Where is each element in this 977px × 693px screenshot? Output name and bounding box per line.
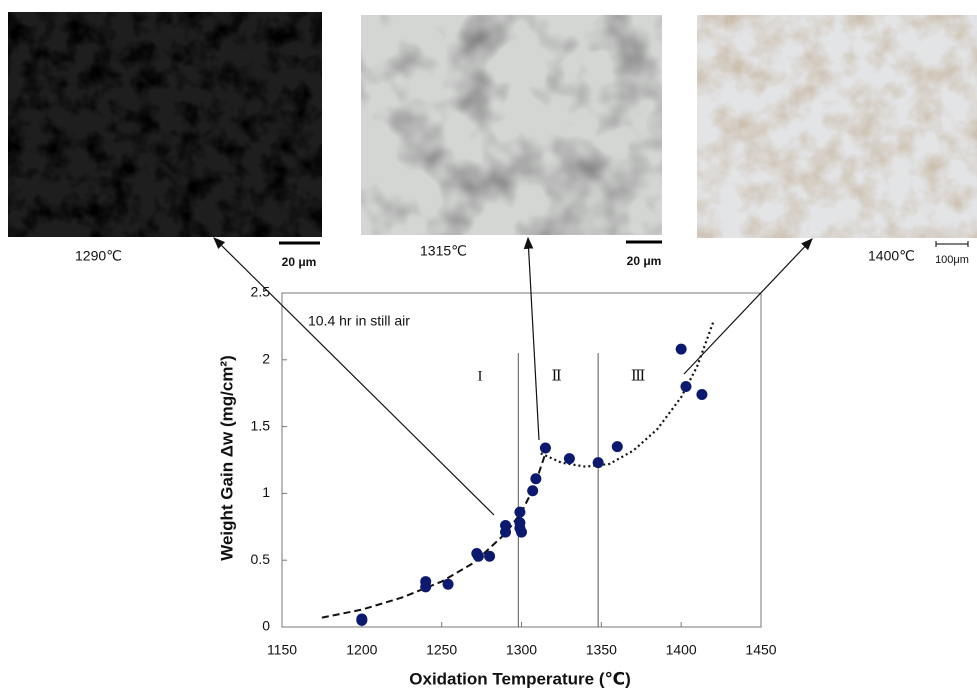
photo-caption: 1290℃: [75, 248, 122, 264]
data-point: [564, 453, 575, 464]
x-tick-label: 1300: [506, 642, 537, 658]
data-point: [676, 344, 687, 355]
region-label: Ⅱ: [552, 369, 562, 385]
y-tick-label: 0: [262, 618, 270, 634]
data-point: [696, 389, 707, 400]
scale-label: 20 μm: [282, 255, 317, 269]
data-point: [612, 441, 623, 452]
x-tick-label: 1200: [346, 642, 377, 658]
x-tick-label: 1450: [745, 642, 776, 658]
scale-label: 20 μm: [627, 254, 662, 268]
data-point: [420, 581, 431, 592]
y-tick-label: 1: [262, 484, 270, 500]
arrow: [528, 238, 539, 440]
y-tick-label: 0.5: [251, 551, 271, 567]
y-axis-title: Weight Gain Δw (mg/cm²): [217, 355, 236, 561]
photo-3: [697, 15, 977, 238]
data-point: [473, 551, 484, 562]
plot-frame: [282, 293, 761, 627]
y-tick-label: 2: [262, 351, 270, 367]
arrow: [684, 239, 812, 374]
arrow: [214, 238, 494, 515]
x-tick-label: 1350: [586, 642, 617, 658]
photo-caption: 1400℃: [868, 248, 915, 264]
y-tick-label: 2.5: [251, 284, 271, 300]
x-tick-label: 1250: [426, 642, 457, 658]
data-point: [527, 485, 538, 496]
photo-1: [8, 12, 322, 237]
photo-caption: 1315℃: [420, 243, 467, 259]
region-label: I: [477, 369, 482, 385]
y-tick-label: 1.5: [251, 417, 271, 433]
annotation: 10.4 hr in still air: [308, 313, 410, 329]
fit-curve: [541, 322, 713, 466]
data-point: [514, 507, 525, 518]
fit-curve: [322, 453, 546, 617]
data-point: [593, 457, 604, 468]
data-point: [516, 527, 527, 538]
region-label: Ⅲ: [631, 369, 645, 385]
scale-bar: [936, 241, 968, 247]
data-point: [356, 615, 367, 626]
data-point: [484, 551, 495, 562]
data-point: [680, 381, 691, 392]
data-point: [500, 527, 511, 538]
data-point: [530, 473, 541, 484]
figure: 1290℃ 20 μm 1315℃ 20 μm 1400℃ 100μm 10.4…: [0, 0, 977, 693]
x-axis-title: Oxidation Temperature (℃): [409, 669, 630, 688]
scale-label: 100μm: [935, 254, 969, 266]
data-point: [540, 442, 551, 453]
x-tick-label: 1150: [267, 642, 297, 658]
x-tick-label: 1400: [666, 642, 697, 658]
photo-2: [361, 15, 662, 235]
data-point: [443, 579, 454, 590]
